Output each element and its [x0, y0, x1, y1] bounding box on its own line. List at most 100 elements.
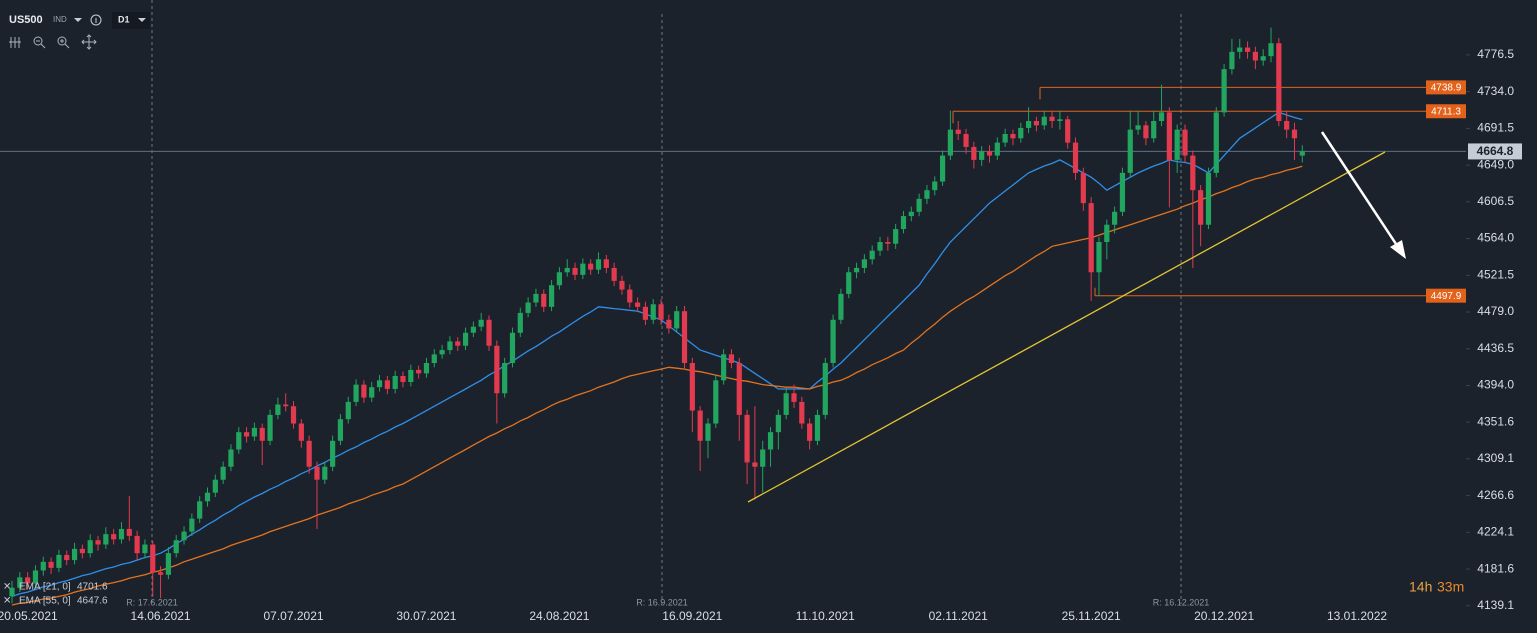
legend-name: EMA [55, 0]	[19, 596, 71, 607]
candle-body	[830, 319, 836, 364]
indicators-tool[interactable]	[9, 37, 21, 48]
candle-body	[861, 259, 867, 268]
candle-body	[541, 293, 547, 307]
candle-body	[713, 380, 719, 424]
y-tick-label: 4139.1	[1477, 598, 1514, 612]
zoom-out-glyph	[36, 40, 46, 49]
candle-body	[517, 312, 523, 333]
y-tick-label: 4309.1	[1477, 451, 1514, 465]
candle-body	[885, 242, 891, 244]
candle-body	[118, 528, 125, 540]
candle-body	[1018, 127, 1024, 139]
candle-body	[783, 393, 789, 415]
info-icon[interactable]	[90, 14, 102, 26]
candle-body	[502, 363, 508, 394]
candle-body	[666, 319, 672, 329]
candle-body	[963, 133, 969, 147]
candle-body	[1041, 116, 1047, 126]
dropdown-icon[interactable]	[138, 18, 146, 22]
legend-value: 4647.6	[77, 596, 108, 607]
candle-body	[400, 375, 406, 383]
candle-body	[353, 384, 359, 402]
candle-body	[916, 198, 922, 212]
candle-body	[846, 272, 852, 294]
legend: ✕ EMA [21, 0] 4701.6 ✕ EMA [55, 0] 4647.6	[3, 582, 108, 607]
legend-name: EMA [21, 0]	[19, 582, 71, 593]
candle-body	[681, 311, 688, 364]
candle-body	[1229, 51, 1235, 70]
y-tick-label: 4734.0	[1477, 84, 1514, 98]
candle-body	[627, 289, 633, 303]
candle-body	[1276, 43, 1282, 122]
candle-body	[17, 577, 23, 588]
candle-body	[275, 404, 281, 415]
ema-line	[11, 111, 1303, 598]
candle-body	[588, 263, 594, 270]
candle-body	[1198, 190, 1204, 225]
level-label-box	[1426, 104, 1466, 119]
candle-body	[111, 534, 117, 540]
candle-body	[157, 572, 164, 575]
level-label: 4711.3	[1431, 106, 1461, 117]
candle-body	[908, 211, 914, 217]
candle-body	[267, 414, 273, 441]
candle-body	[603, 259, 609, 268]
candle-body	[71, 548, 78, 561]
rollover-label: R: 16.12.2021	[1153, 597, 1210, 607]
candle-body	[775, 414, 781, 433]
candle-body	[1057, 119, 1063, 122]
candle-body	[791, 393, 797, 402]
y-tick-label: 4394.0	[1477, 378, 1514, 392]
instrument-kind: IND	[53, 15, 67, 24]
axes: 4738.9 4711.3 4497.9 4139.1 4181.6 4224.1 4266…	[0, 47, 1522, 623]
candle-body	[1033, 121, 1040, 126]
candle-body	[619, 280, 625, 290]
y-tick-label: 4564.0	[1477, 231, 1514, 245]
candle-body	[423, 363, 430, 374]
candle-body	[416, 369, 422, 374]
candle-body	[1088, 203, 1094, 273]
candle-body	[1284, 121, 1290, 130]
candle-body	[1127, 129, 1133, 173]
candle-body	[64, 554, 70, 561]
zoom-out-tool[interactable]	[33, 36, 43, 46]
candle-body	[1143, 125, 1149, 139]
legend-marker: ✕	[3, 582, 11, 593]
zoom-in-glyph	[60, 39, 70, 49]
candle-body	[728, 354, 735, 364]
ema-line	[11, 165, 1303, 606]
candle-body	[87, 540, 93, 554]
x-tick-label: 20.12.2021	[1194, 609, 1254, 623]
candle-body	[369, 387, 375, 398]
rollover-label: R: 16.9.2021	[636, 597, 688, 607]
candle-body	[439, 350, 445, 355]
y-tick-label: 4266.6	[1477, 488, 1514, 502]
candle-body	[283, 404, 289, 407]
candle-body	[306, 440, 312, 467]
candle-body	[486, 319, 492, 346]
candle-body	[9, 587, 15, 597]
trend-line	[747, 151, 1386, 503]
header: US500 IND D1	[9, 12, 150, 50]
pan-tool[interactable]	[81, 34, 97, 50]
dropdown-icon[interactable]	[74, 18, 82, 22]
candle-body	[744, 414, 750, 463]
candle-body	[79, 548, 85, 554]
symbol: US500	[9, 14, 43, 26]
candle-body	[95, 540, 101, 545]
candle-body	[173, 540, 179, 554]
candle-body	[705, 423, 711, 441]
candle-body	[1104, 224, 1110, 243]
candle-body	[345, 401, 351, 420]
candle-body	[1158, 112, 1165, 122]
y-tick-label: 4649.0	[1477, 157, 1514, 171]
candle-body	[361, 384, 367, 398]
candle-body	[462, 332, 469, 346]
y-tick-label: 4479.0	[1477, 304, 1514, 318]
x-tick-label: 16.09.2021	[662, 609, 722, 623]
interval-select[interactable]	[112, 12, 150, 29]
candle-body	[525, 302, 531, 313]
zoom-in-tool[interactable]	[57, 36, 67, 46]
